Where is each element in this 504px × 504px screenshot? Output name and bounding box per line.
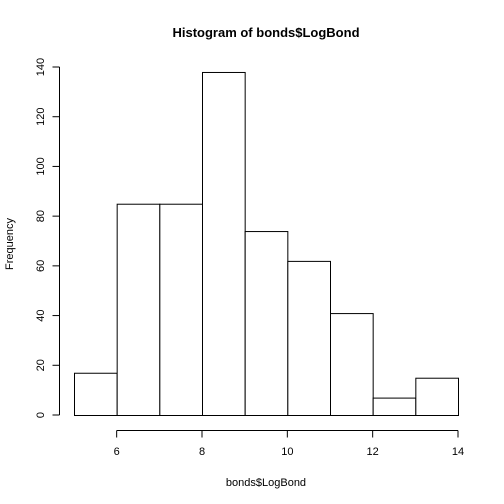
bars-group [74,71,460,417]
y-tick-label-80: 80 [35,210,47,222]
histogram-bar-7 [330,313,374,417]
x-axis-label: bonds$LogBond [226,477,306,489]
y-axis-label: Frequency [4,218,16,270]
y-axis: 0 20 40 60 80 100 120 140 [35,58,60,418]
y-tick-label-60: 60 [35,260,47,272]
x-tick-label-14: 14 [452,446,464,458]
chart-title: Histogram of bonds$LogBond [172,25,359,40]
histogram-bar-9 [415,377,460,417]
histogram-bar-6 [287,260,332,416]
x-tick-label-8: 8 [199,446,205,458]
y-tick-label-100: 100 [35,157,47,175]
y-tick-label-40: 40 [35,309,47,321]
histogram-bar-8 [372,397,417,417]
histogram-bar-1 [74,372,118,416]
x-axis: 6 8 10 12 14 [114,430,464,458]
histogram-bar-3 [159,203,203,416]
histogram-bar-5 [244,231,289,416]
histogram-bar-2 [116,203,161,416]
x-tick-label-12: 12 [367,446,379,458]
y-tick-label-20: 20 [35,359,47,371]
y-tick-label-120: 120 [35,108,47,126]
y-tick-label-0: 0 [35,412,47,418]
x-tick-label-10: 10 [281,446,293,458]
y-tick-label-140: 140 [35,58,47,76]
x-tick-label-6: 6 [114,446,120,458]
histogram-bar-4 [202,71,246,416]
